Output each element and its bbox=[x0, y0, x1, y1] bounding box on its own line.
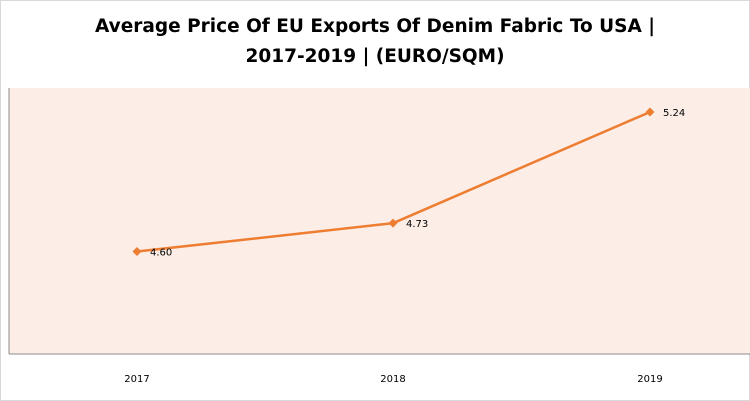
data-label-2018: 4.73 bbox=[406, 219, 428, 230]
chart-title: Average Price Of EU Exports Of Denim Fab… bbox=[0, 12, 750, 72]
x-tick-layer: 2017 2018 2019 bbox=[124, 374, 662, 385]
series-layer bbox=[132, 107, 655, 257]
x-tick-label-2018: 2018 bbox=[380, 374, 405, 385]
data-point-2018 bbox=[388, 218, 398, 228]
chart-title-line-2: 2017-2019 | (EURO/SQM) bbox=[245, 46, 505, 67]
chart-title-line-1: Average Price Of EU Exports Of Denim Fab… bbox=[94, 16, 655, 37]
data-label-2017: 4.60 bbox=[150, 248, 172, 259]
plot-area bbox=[9, 88, 750, 354]
x-tick-label-2019: 2019 bbox=[637, 374, 662, 385]
data-point-2017 bbox=[132, 247, 142, 257]
label-layer: 4.60 4.73 5.24 bbox=[150, 108, 685, 259]
x-tick-label-2017: 2017 bbox=[124, 374, 149, 385]
data-label-2019: 5.24 bbox=[663, 108, 685, 119]
data-point-2019 bbox=[645, 107, 655, 117]
